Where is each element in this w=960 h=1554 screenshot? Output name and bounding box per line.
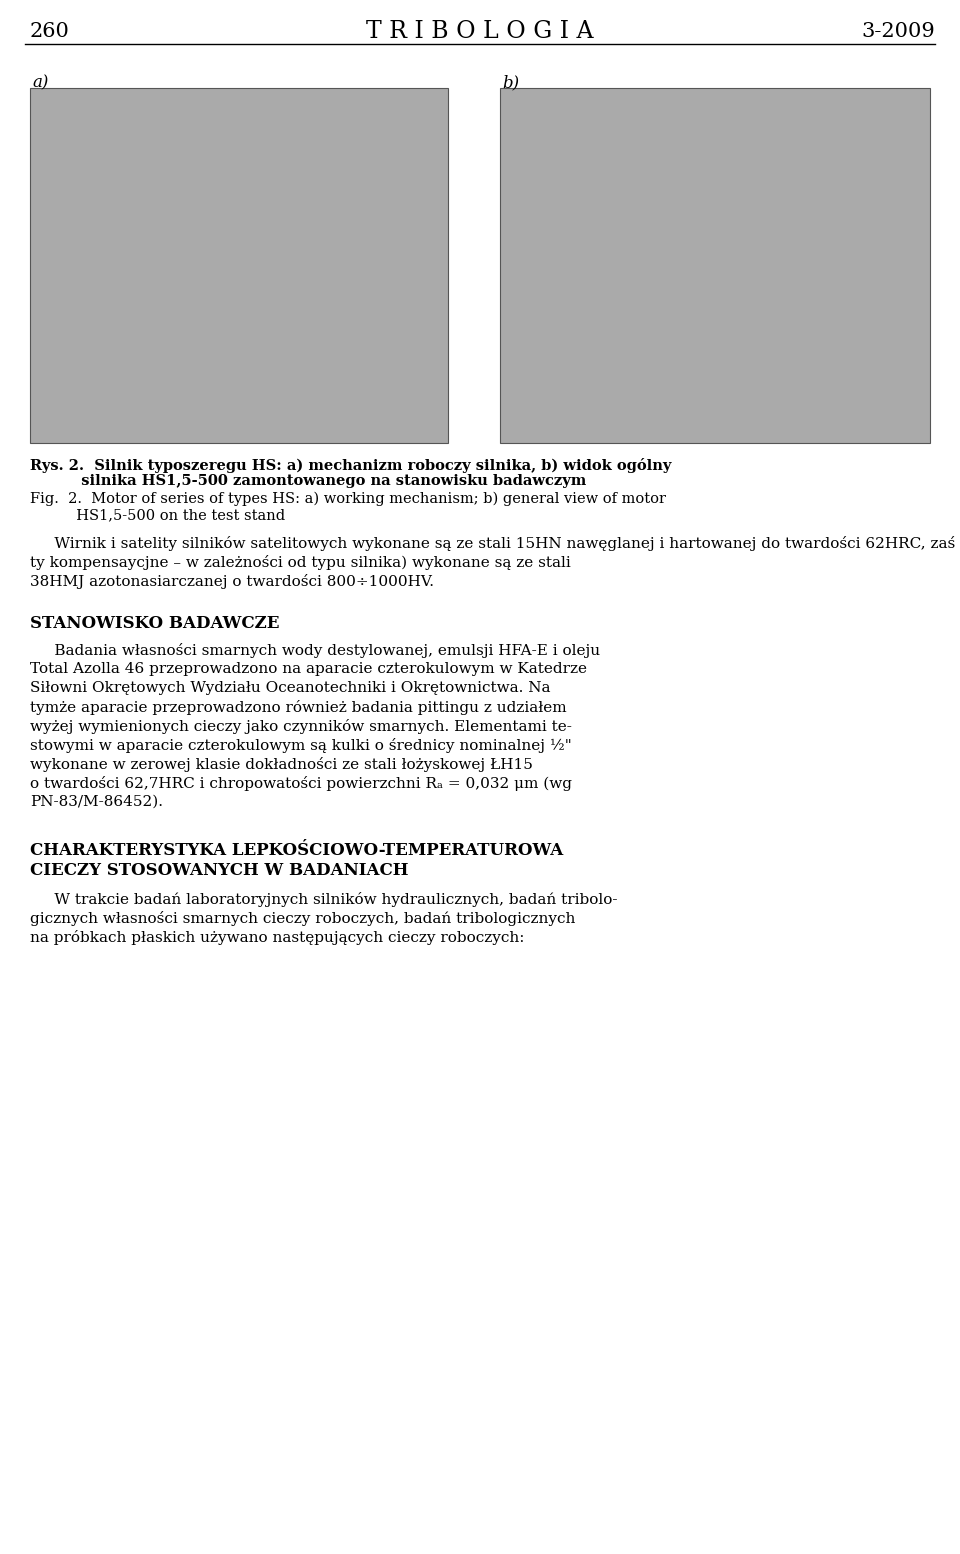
Text: PN-83/M-86452).: PN-83/M-86452). [30, 796, 163, 810]
Text: b): b) [502, 75, 519, 92]
Text: ty kompensaycjne – w zależności od typu silnika) wykonane są ze stali: ty kompensaycjne – w zależności od typu … [30, 555, 571, 570]
Text: 38HMJ azotonasiarczanej o twardości 800÷1000HV.: 38HMJ azotonasiarczanej o twardości 800÷… [30, 573, 434, 589]
Text: wyżej wymienionych cieczy jako czynników smarnych. Elementami te-: wyżej wymienionych cieczy jako czynników… [30, 720, 572, 733]
Bar [30, 89, 448, 443]
Text: HS1,5-500 on the test stand: HS1,5-500 on the test stand [30, 508, 285, 522]
Text: a): a) [32, 75, 48, 92]
Text: stowymi w aparacie czterokulowym są kulki o średnicy nominalnej ½": stowymi w aparacie czterokulowym są kulk… [30, 738, 572, 754]
Text: Badania własności smarnych wody destylowanej, emulsji HFA-E i oleju: Badania własności smarnych wody destylow… [30, 643, 600, 657]
Text: STANOWISKO BADAWCZE: STANOWISKO BADAWCZE [30, 615, 279, 632]
Text: tymże aparacie przeprowadzono również badania pittingu z udziałem: tymże aparacie przeprowadzono również ba… [30, 699, 566, 715]
Bar [500, 89, 930, 443]
Text: 260: 260 [30, 22, 70, 40]
Text: 3-2009: 3-2009 [861, 22, 935, 40]
Text: Fig.  2.  Motor of series of types HS: a) working mechanism; b) general view of : Fig. 2. Motor of series of types HS: a) … [30, 493, 666, 507]
Text: Rys. 2.  Silnik typoszeregu HS: a) mechanizm roboczy silnika, b) widok ogólny: Rys. 2. Silnik typoszeregu HS: a) mechan… [30, 458, 671, 472]
Text: o twardości 62,7HRC i chropowatości powierzchni Rₐ = 0,032 μm (wg: o twardości 62,7HRC i chropowatości powi… [30, 775, 572, 791]
Text: CIECZY STOSOWANYCH W BADANIACH: CIECZY STOSOWANYCH W BADANIACH [30, 862, 409, 880]
Text: na próbkach płaskich używano następujących cieczy roboczych:: na próbkach płaskich używano następujący… [30, 929, 524, 945]
Text: T R I B O L O G I A: T R I B O L O G I A [367, 20, 593, 44]
Text: Total Azolla 46 przeprowadzono na aparacie czterokulowym w Katedrze: Total Azolla 46 przeprowadzono na aparac… [30, 662, 587, 676]
Text: W trakcie badań laboratoryjnych silników hydraulicznych, badań tribolo-: W trakcie badań laboratoryjnych silników… [30, 892, 617, 908]
Text: CHARAKTERYSTYKA LEPKOŚCIOWO-TEMPERATUROWA: CHARAKTERYSTYKA LEPKOŚCIOWO-TEMPERATUROW… [30, 842, 564, 859]
Text: Wirnik i satelity silników satelitowych wykonane są ze stali 15HN nawęglanej i h: Wirnik i satelity silników satelitowych … [30, 536, 960, 552]
Text: silnika HS1,5-500 zamontowanego na stanowisku badawczym: silnika HS1,5-500 zamontowanego na stano… [30, 474, 587, 488]
Text: wykonane w zerowej klasie dokładności ze stali łożyskowej ŁH15: wykonane w zerowej klasie dokładności ze… [30, 757, 533, 772]
Text: Siłowni Okrętowych Wydziału Oceanotechniki i Okrętownictwa. Na: Siłowni Okrętowych Wydziału Oceanotechni… [30, 681, 550, 695]
Text: gicznych własności smarnych cieczy roboczych, badań tribologicznych: gicznych własności smarnych cieczy roboc… [30, 911, 575, 926]
